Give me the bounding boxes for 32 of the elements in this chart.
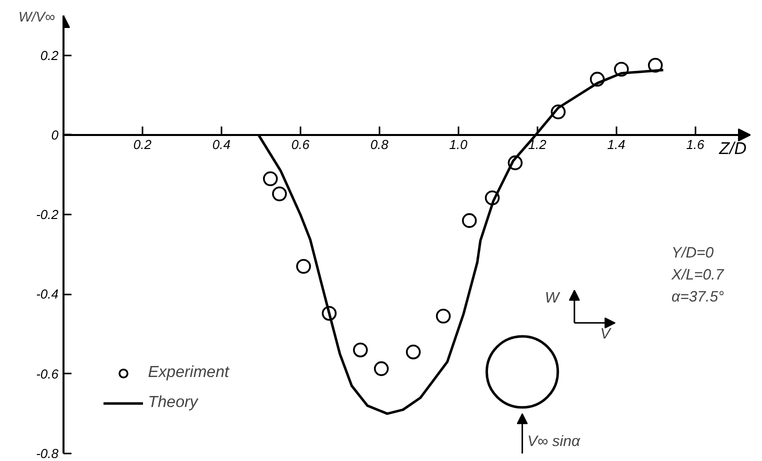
x-tick-label: 0.4	[212, 136, 230, 152]
point	[406, 344, 421, 360]
y-tick-label: -0.4	[36, 286, 59, 302]
annotation: W	[544, 290, 561, 307]
y-tick-label: 0.2	[40, 48, 60, 63]
y-tick-label: -0.8	[36, 446, 60, 461]
y-tick-label: -0.2	[36, 207, 60, 222]
x-tick-label: 1.4	[607, 136, 626, 152]
legend-label: Experiment	[148, 364, 229, 382]
annotation: α=37.5°	[672, 288, 724, 306]
y-tick-label: -0.6	[36, 366, 60, 382]
annotation: V∞ sinα	[527, 433, 580, 450]
x-tick-label: 1.0	[449, 136, 468, 152]
legend-label: Theory	[148, 394, 198, 412]
x-axis-title: Z/D	[718, 138, 747, 158]
y-tick-label: 0	[51, 127, 60, 142]
point	[436, 308, 451, 324]
x-tick-label: 1.6	[686, 136, 706, 152]
annotation: V	[600, 326, 612, 343]
point	[353, 342, 368, 358]
x-tick-label: 1.2	[528, 136, 548, 152]
x-tick-label: 0.6	[291, 136, 310, 152]
y-axis-title: W/V∞	[18, 8, 55, 24]
point	[462, 213, 477, 228]
x-tick-label: 0.2	[133, 136, 152, 152]
point	[262, 171, 278, 186]
annotation: Y/D=0	[672, 244, 714, 262]
x-tick-label: 0.8	[370, 136, 390, 152]
point	[296, 258, 311, 274]
point	[272, 186, 287, 202]
annotation: X/L=0.7	[670, 266, 724, 284]
point	[374, 361, 389, 376]
